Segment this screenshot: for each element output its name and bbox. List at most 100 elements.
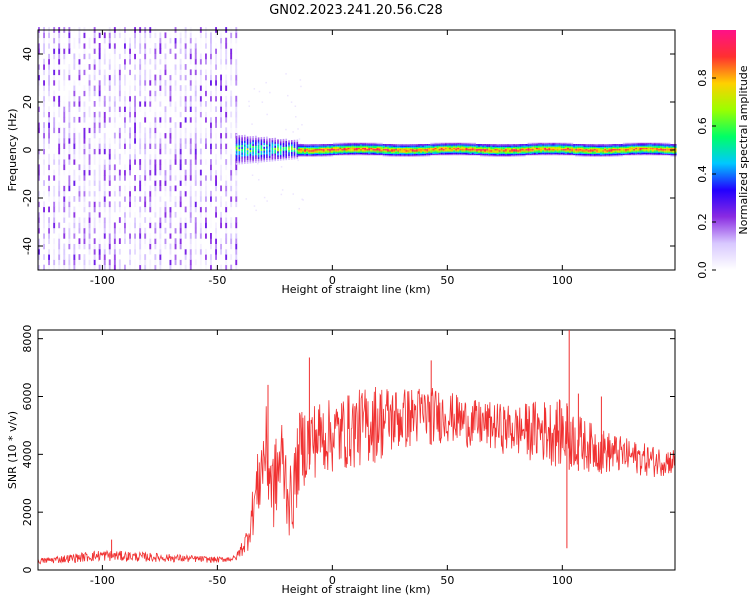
heatmap-cell — [537, 147, 540, 150]
heatmap-cell — [345, 147, 348, 150]
heatmap-cell — [260, 142, 263, 146]
heatmap-cell — [310, 152, 313, 154]
heatmap-cell — [103, 32, 106, 39]
heatmap-cell — [639, 153, 642, 156]
heatmap-cell — [498, 147, 501, 150]
heatmap-cell — [194, 74, 197, 81]
heatmap-cell — [417, 148, 420, 151]
heatmap-cell — [215, 53, 217, 60]
heatmap-cell — [571, 145, 574, 147]
heatmap-cell — [415, 153, 418, 156]
heatmap-cell — [349, 147, 352, 150]
heatmap-cell — [401, 152, 404, 154]
heatmap-cell — [486, 147, 489, 150]
heatmap-cell — [282, 142, 285, 146]
heatmap-cell — [244, 156, 246, 159]
heatmap-cell — [246, 153, 249, 157]
heatmap-cell — [393, 147, 396, 150]
heatmap-cell — [118, 143, 121, 149]
heatmap-cell — [496, 150, 499, 152]
heatmap-cell — [378, 152, 381, 154]
heatmap-cell — [602, 144, 605, 146]
heatmap-cell — [269, 91, 271, 94]
heatmap-cell — [238, 137, 241, 140]
heatmap-cell — [139, 32, 142, 39]
heatmap-cell — [199, 64, 202, 70]
heatmap-cell — [235, 248, 238, 255]
heatmap-cell — [189, 138, 192, 144]
heatmap-cell — [88, 217, 91, 223]
heatmap-cell — [184, 254, 187, 260]
heatmap-cell — [220, 79, 222, 86]
heatmap-cell — [144, 79, 147, 86]
heatmap-cell — [63, 243, 66, 250]
heatmap-cell — [164, 111, 167, 118]
heatmap-cell — [343, 142, 346, 145]
heatmap-cell — [556, 142, 559, 145]
heatmap-cell — [244, 146, 246, 149]
heatmap-cell — [205, 85, 207, 91]
heatmap-cell — [108, 95, 111, 102]
heatmap-cell — [573, 153, 576, 156]
heatmap-cell — [626, 152, 629, 154]
heatmap-cell — [159, 32, 162, 39]
heatmap-cell — [159, 132, 162, 139]
heatmap-cell — [403, 148, 406, 151]
heatmap-cell — [199, 153, 202, 160]
heatmap-cell — [73, 211, 76, 218]
heatmap-cell — [83, 206, 86, 213]
heatmap-cell — [585, 152, 588, 154]
heatmap-cell — [664, 148, 667, 151]
heatmap-cell — [174, 111, 177, 118]
heatmap-cell — [83, 101, 86, 107]
heatmap-cell — [529, 152, 532, 154]
heatmap-cell — [647, 145, 650, 147]
heatmap-cell — [113, 222, 116, 229]
heatmap-cell — [246, 144, 249, 147]
snr-x-label: Height of straight line (km) — [281, 583, 430, 596]
heatmap-cell — [78, 164, 81, 171]
heatmap-cell — [118, 32, 121, 39]
heatmap-cell — [633, 146, 636, 148]
heatmap-cell — [282, 150, 285, 153]
heatmap-cell — [477, 146, 480, 148]
heatmap-cell — [288, 157, 290, 160]
heatmap-cell — [477, 153, 480, 156]
heatmap-cell — [144, 116, 147, 123]
heatmap-cell — [540, 150, 543, 152]
heatmap-cell — [537, 144, 540, 146]
heatmap-cell — [428, 152, 431, 154]
heatmap-cell — [235, 111, 238, 118]
heatmap-cell — [504, 152, 507, 154]
heatmap-cell — [587, 147, 590, 150]
heatmap-cell — [364, 150, 367, 152]
heatmap-cell — [482, 148, 485, 151]
heatmap-cell — [494, 147, 497, 150]
heatmap-cell — [238, 150, 241, 153]
heatmap-cell — [83, 122, 86, 128]
x-tick-label: -50 — [208, 574, 226, 587]
heatmap-cell — [500, 145, 503, 147]
heatmap-cell — [129, 90, 131, 97]
heatmap-cell — [260, 137, 263, 140]
heatmap-cell — [215, 127, 217, 134]
heatmap-cell — [88, 185, 91, 192]
heatmap-cell — [337, 152, 340, 154]
heatmap-cell — [562, 150, 565, 152]
heatmap-cell — [113, 175, 116, 181]
heatmap-cell — [113, 143, 116, 149]
heatmap-cell — [436, 147, 439, 150]
heatmap-cell — [658, 152, 661, 154]
heatmap-cell — [189, 53, 192, 60]
heatmap-cell — [159, 58, 162, 65]
heatmap-cell — [504, 151, 507, 153]
heatmap-cell — [494, 145, 497, 147]
heatmap-cell — [235, 152, 238, 156]
heatmap-cell — [382, 153, 385, 156]
heatmap-cell — [48, 254, 50, 260]
heatmap-cell — [260, 146, 263, 149]
heatmap-cell — [304, 151, 307, 153]
heatmap-cell — [446, 145, 449, 147]
heatmap-cell — [511, 145, 514, 147]
heatmap-cell — [205, 132, 207, 139]
